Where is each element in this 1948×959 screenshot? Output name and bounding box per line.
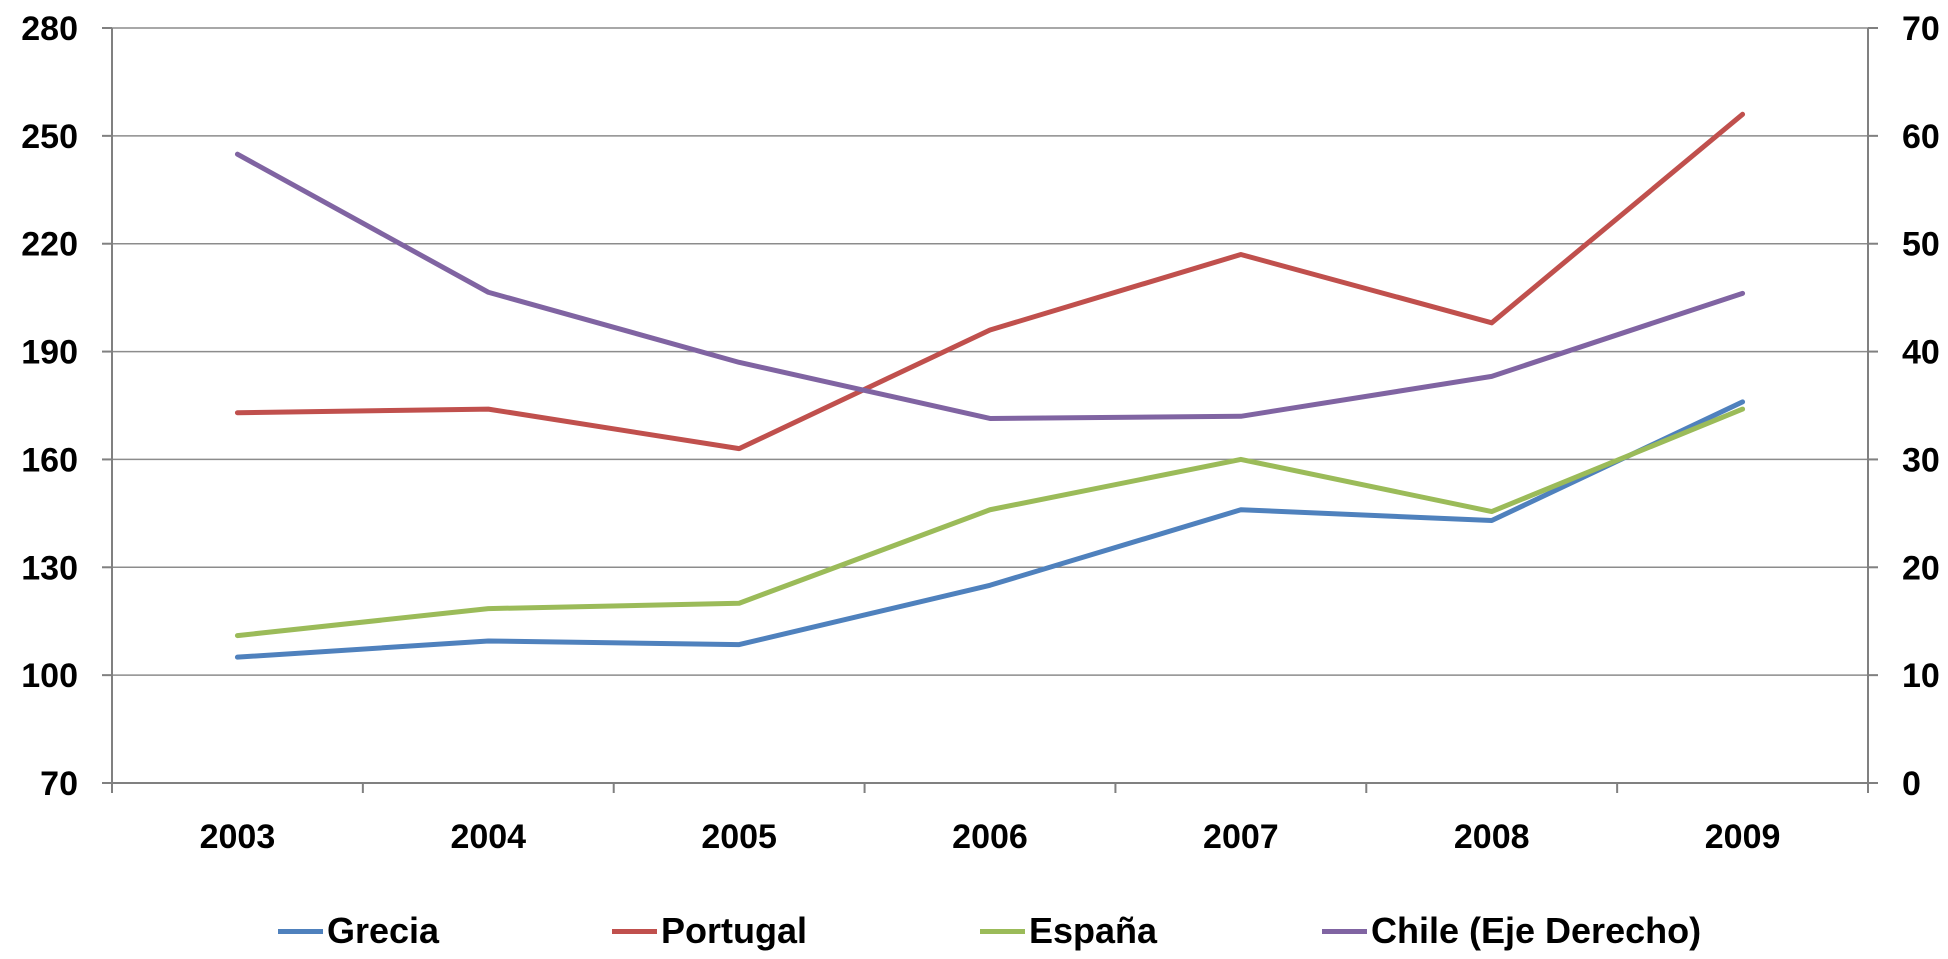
x-tick-label: 2003 (200, 818, 276, 856)
series-line-portugal (234, 111, 1746, 452)
legend-label: Portugal (661, 910, 808, 951)
left-tick-label: 100 (21, 657, 78, 695)
right-tick-label: 50 (1902, 226, 1940, 264)
left-tick-label: 70 (40, 765, 78, 803)
right-tick-label: 70 (1902, 10, 1940, 48)
series-line-espa-a (234, 406, 1746, 639)
left-tick-label: 250 (21, 118, 78, 156)
legend-swatch (1322, 928, 1367, 934)
x-axis-ticks: 2003 2004 2005 2006 2007 2008 2009 (111, 783, 1869, 856)
series-lines (234, 111, 1746, 660)
x-tick-label: 2006 (952, 818, 1028, 856)
left-axis-ticks: 70 100 130 160 190 220 250 280 (21, 10, 112, 803)
right-tick-label: 0 (1902, 765, 1921, 803)
legend-swatch (980, 928, 1025, 934)
right-axis-ticks: 0 10 20 30 40 50 60 70 (1868, 10, 1940, 803)
series-line-grecia (234, 399, 1746, 660)
axes (111, 28, 1869, 784)
legend-item: Chile (Eje Derecho) (1322, 910, 1701, 952)
legend: Grecia Portugal España Chile (Eje Derecho) (0, 900, 1948, 959)
right-tick-label: 40 (1902, 334, 1940, 372)
legend-item: Portugal (612, 910, 807, 952)
right-tick-label: 60 (1902, 118, 1940, 156)
x-tick-label: 2005 (701, 818, 777, 856)
legend-label: Grecia (327, 910, 440, 951)
legend-swatch (278, 928, 323, 934)
left-tick-label: 190 (21, 334, 78, 372)
x-tick-label: 2009 (1705, 818, 1781, 856)
legend-item: España (980, 910, 1157, 952)
gridlines (112, 27, 1868, 676)
legend-swatch (612, 928, 657, 934)
x-tick-label: 2007 (1203, 818, 1279, 856)
series-line-chile-eje-derecho (234, 151, 1746, 421)
right-tick-label: 20 (1902, 549, 1940, 587)
left-tick-label: 220 (21, 226, 78, 264)
left-tick-label: 280 (21, 10, 78, 48)
legend-label: Chile (Eje Derecho) (1371, 910, 1702, 951)
x-tick-label: 2004 (450, 818, 526, 856)
line-chart: 70 100 130 160 190 220 250 280 0 10 20 30 40 50 60 70 … (21, 10, 1940, 856)
x-tick-label: 2008 (1454, 818, 1530, 856)
legend-item: Grecia (278, 910, 439, 952)
right-tick-label: 10 (1902, 657, 1940, 695)
left-tick-label: 130 (21, 549, 78, 587)
right-tick-label: 30 (1902, 441, 1940, 479)
left-tick-label: 160 (21, 441, 78, 479)
legend-label: España (1029, 910, 1158, 951)
